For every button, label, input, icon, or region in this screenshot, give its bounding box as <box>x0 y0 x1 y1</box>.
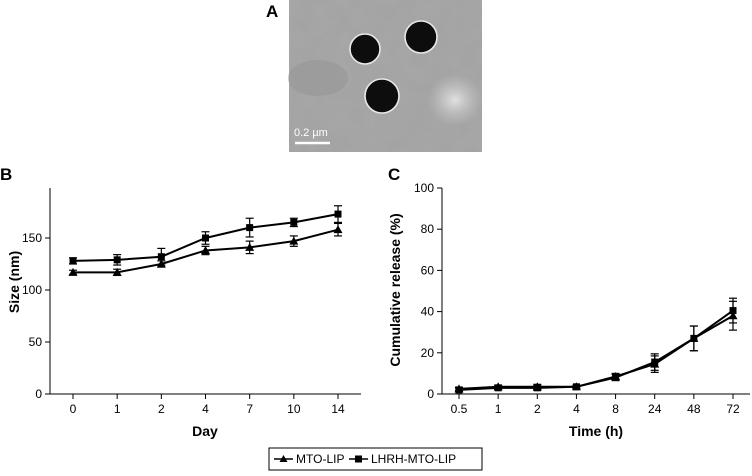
release-chart-y-tick-label: 80 <box>421 222 435 236</box>
release-chart-y-tick-label: 0 <box>427 387 434 401</box>
release-chart-x-tick-label: 4 <box>573 402 580 416</box>
size-chart-x-tick-label: 1 <box>114 402 121 416</box>
size-chart-x-tick-label: 14 <box>331 402 345 416</box>
size-chart-x-tick-label: 2 <box>158 402 165 416</box>
size-chart-point-triangle <box>333 225 343 234</box>
panel-label-a: A <box>266 2 278 21</box>
size-chart-point-triangle <box>289 236 299 245</box>
release-chart-point-square <box>651 358 659 366</box>
size-chart-point-square <box>246 224 254 232</box>
size-chart-point-square <box>202 234 209 242</box>
size-chart-point-triangle <box>245 242 255 251</box>
size-chart-point-square <box>69 257 77 265</box>
release-chart-point-square <box>612 374 620 382</box>
size-chart-point-triangle <box>112 267 122 276</box>
panel-label-b: B <box>0 165 12 184</box>
release-chart-x-tick-label: 48 <box>687 402 701 416</box>
scale-bar-label: 0.2 µm <box>294 127 328 139</box>
release-chart-point-square <box>494 384 502 392</box>
tem-particle <box>349 33 381 65</box>
release-chart-y-tick-label: 40 <box>421 305 435 319</box>
size-chart-y-tick-label: 150 <box>22 231 42 245</box>
release-chart-x-tick-label: 24 <box>648 402 662 416</box>
size-chart: 0 50 100 150 0 1 2 4 7 10 14 <box>22 188 361 416</box>
release-chart-point-square <box>533 384 541 392</box>
square-marker-icon <box>355 455 362 463</box>
release-chart-x-tick-label: 1 <box>495 402 502 416</box>
release-chart-y-title: Cumulative release (%) <box>387 213 403 366</box>
release-chart-x-tick-label: 72 <box>726 402 740 416</box>
release-chart-series-line-2 <box>458 309 734 391</box>
size-chart-point-triangle <box>68 267 78 276</box>
legend-label-mto: MTO-LIP <box>296 452 344 466</box>
size-chart-y-tick-label: 50 <box>29 335 43 349</box>
release-chart-y-tick-label: 20 <box>421 346 435 360</box>
size-chart-x-tick-label: 4 <box>202 402 209 416</box>
tem-micrograph: 0.2 µm <box>288 0 483 152</box>
release-chart-point-square <box>455 386 463 394</box>
release-chart-point-square <box>572 383 580 391</box>
size-chart-point-square <box>157 253 165 261</box>
legend-box <box>268 447 483 471</box>
size-chart-x-tick-label: 0 <box>70 402 77 416</box>
release-chart-y-tick-label: 100 <box>414 181 434 195</box>
release-chart-x-tick-label: 0.5 <box>451 402 468 416</box>
size-chart-x-title: Day <box>192 423 218 439</box>
release-chart-point-square <box>690 334 698 342</box>
size-chart-y-tick-label: 100 <box>22 283 42 297</box>
tem-particle <box>364 78 400 114</box>
panel-label-c: C <box>388 165 400 184</box>
size-chart-y-title: Size (nm) <box>6 251 22 313</box>
size-chart-point-square <box>113 256 121 264</box>
size-chart-point-triangle <box>201 245 210 254</box>
release-chart-y-tick-label: 60 <box>421 263 435 277</box>
tem-bright-region <box>427 74 483 126</box>
size-chart-y-tick-label: 0 <box>35 387 42 401</box>
release-chart-series-line-1 <box>458 314 734 390</box>
legend-label-lhrh: LHRH-MTO-LIP <box>371 452 456 466</box>
release-chart-point-square <box>729 307 737 315</box>
release-chart-x-tick-label: 2 <box>534 402 541 416</box>
tem-dark-region <box>288 60 348 96</box>
triangle-marker-icon <box>279 455 288 462</box>
size-chart-point-square <box>290 218 298 226</box>
size-chart-x-tick-label: 7 <box>246 402 253 416</box>
size-chart-x-tick-label: 10 <box>287 402 301 416</box>
size-chart-point-square <box>334 210 342 218</box>
release-chart-x-tick-label: 8 <box>612 402 619 416</box>
legend: MTO-LIP LHRH-MTO-LIP <box>268 447 483 471</box>
tem-particle <box>404 20 438 54</box>
release-chart-x-title: Time (h) <box>569 423 623 439</box>
